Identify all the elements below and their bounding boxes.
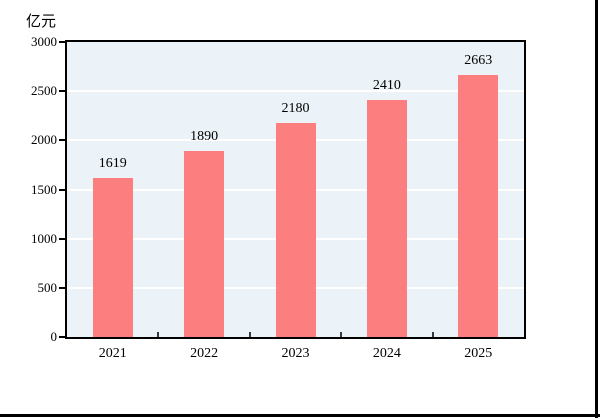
page-border-right bbox=[595, 0, 598, 418]
y-axis-tick bbox=[59, 41, 65, 43]
x-axis-label: 2023 bbox=[281, 346, 310, 361]
y-axis-tick bbox=[59, 188, 65, 191]
y-axis-tick-label: 0 bbox=[50, 329, 58, 344]
bar-value-label: 1619 bbox=[98, 155, 127, 171]
bar bbox=[366, 100, 407, 337]
y-axis-tick-label: 500 bbox=[37, 279, 58, 295]
bar bbox=[92, 177, 133, 337]
plot-area: 1619 1890 2180 2410 2663 bbox=[65, 40, 526, 339]
y-axis-tick bbox=[59, 90, 65, 93]
y-axis-tick bbox=[59, 237, 65, 240]
y-axis-tick-label: 3000 bbox=[31, 34, 57, 49]
bar-value-label: 2663 bbox=[464, 53, 493, 69]
y-axis-tick-label: 2500 bbox=[31, 83, 57, 99]
y-axis-tick bbox=[59, 139, 65, 142]
y-axis-tick bbox=[59, 336, 65, 338]
bar-value-label: 2180 bbox=[281, 100, 310, 116]
x-axis-label: 2024 bbox=[372, 346, 401, 361]
x-axis-tick bbox=[340, 332, 343, 337]
bar bbox=[275, 122, 316, 337]
y-axis-unit-label: 亿元 bbox=[26, 14, 57, 30]
bar-value-label: 2410 bbox=[372, 78, 401, 94]
page-border-bottom bbox=[0, 414, 600, 417]
x-axis-tick bbox=[431, 332, 434, 337]
x-axis-label: 2021 bbox=[98, 346, 127, 361]
x-axis-label: 2025 bbox=[464, 346, 493, 361]
y-axis-tick-label: 1500 bbox=[31, 181, 57, 197]
y-axis-tick bbox=[59, 286, 65, 289]
x-axis-label: 2022 bbox=[190, 346, 219, 361]
x-axis-tick bbox=[157, 332, 160, 337]
gridline bbox=[67, 90, 524, 93]
bar bbox=[458, 75, 499, 337]
bar bbox=[184, 151, 225, 337]
y-axis-tick-label: 2000 bbox=[31, 132, 57, 148]
x-axis-tick bbox=[248, 332, 251, 337]
y-axis-tick-label: 1000 bbox=[31, 230, 57, 246]
bar-value-label: 1890 bbox=[190, 129, 219, 145]
